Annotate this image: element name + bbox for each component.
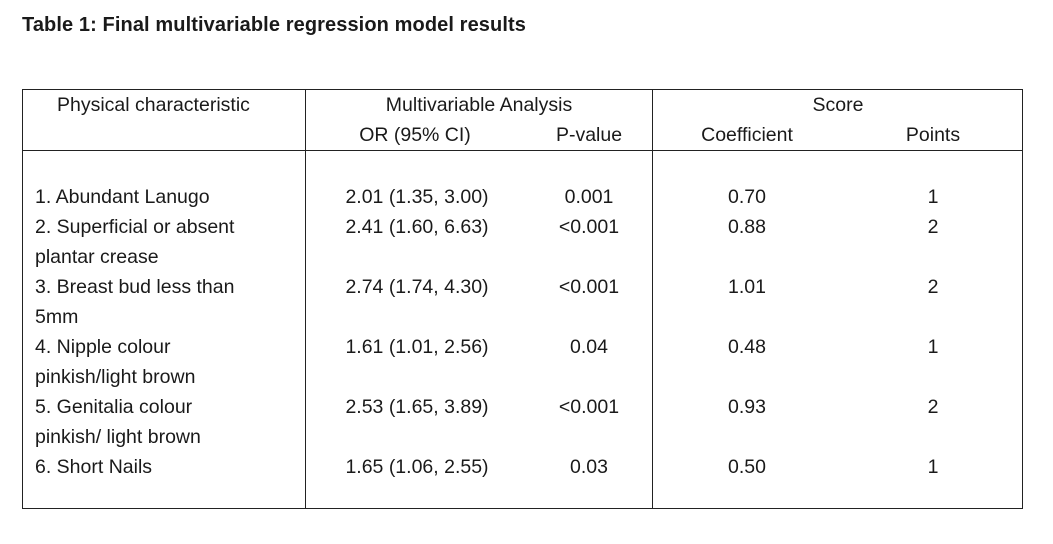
row-2-characteristic: 2. Superficial or absent	[35, 216, 235, 238]
row-3-characteristic-cont: 5mm	[35, 306, 79, 328]
row-4-or: 1.61 (1.01, 2.56)	[345, 336, 489, 358]
row-4-p: 0.04	[570, 336, 608, 358]
row-6-points: 1	[927, 456, 939, 478]
row-5-characteristic: 5. Genitalia colour	[35, 396, 193, 418]
header-physical-characteristic: Physical characteristic	[57, 94, 250, 116]
row-5-points: 2	[927, 396, 939, 418]
row-2-p: <0.001	[558, 216, 620, 238]
row-4-coef: 0.48	[728, 336, 766, 358]
row-2-points: 2	[927, 216, 939, 238]
header-divider	[23, 150, 1022, 151]
table-title: Table 1: Final multivariable regression …	[22, 14, 526, 36]
row-1-coef: 0.70	[728, 186, 766, 208]
header-points: Points	[905, 124, 961, 146]
row-5-p: <0.001	[558, 396, 620, 418]
row-3-points: 2	[927, 276, 939, 298]
row-4-points: 1	[927, 336, 939, 358]
row-3-coef: 1.01	[728, 276, 766, 298]
row-2-coef: 0.88	[728, 216, 766, 238]
row-3-or: 2.74 (1.74, 4.30)	[345, 276, 489, 298]
header-coefficient: Coefficient	[701, 124, 793, 146]
row-3-characteristic: 3. Breast bud less than	[35, 276, 235, 298]
row-5-or: 2.53 (1.65, 3.89)	[345, 396, 489, 418]
regression-table: Physical characteristic Multivariable An…	[22, 89, 1023, 509]
row-5-coef: 0.93	[728, 396, 766, 418]
row-6-characteristic: 6. Short Nails	[35, 456, 153, 478]
row-2-characteristic-cont: plantar crease	[35, 246, 159, 268]
row-1-or: 2.01 (1.35, 3.00)	[345, 186, 489, 208]
column-divider	[652, 90, 653, 508]
row-1-characteristic: 1. Abundant Lanugo	[35, 186, 210, 208]
row-4-characteristic: 4. Nipple colour	[35, 336, 171, 358]
row-3-p: <0.001	[558, 276, 620, 298]
header-multivariable-analysis: Multivariable Analysis	[385, 94, 573, 116]
row-6-coef: 0.50	[728, 456, 766, 478]
row-2-or: 2.41 (1.60, 6.63)	[345, 216, 489, 238]
header-p-value: P-value	[555, 124, 623, 146]
column-divider	[305, 90, 306, 508]
header-score: Score	[812, 94, 864, 116]
row-1-p: 0.001	[564, 186, 614, 208]
row-5-characteristic-cont: pinkish/ light brown	[35, 426, 201, 448]
row-1-points: 1	[927, 186, 939, 208]
header-or-ci: OR (95% CI)	[359, 124, 471, 146]
row-6-or: 1.65 (1.06, 2.55)	[345, 456, 489, 478]
row-6-p: 0.03	[570, 456, 608, 478]
row-4-characteristic-cont: pinkish/light brown	[35, 366, 196, 388]
